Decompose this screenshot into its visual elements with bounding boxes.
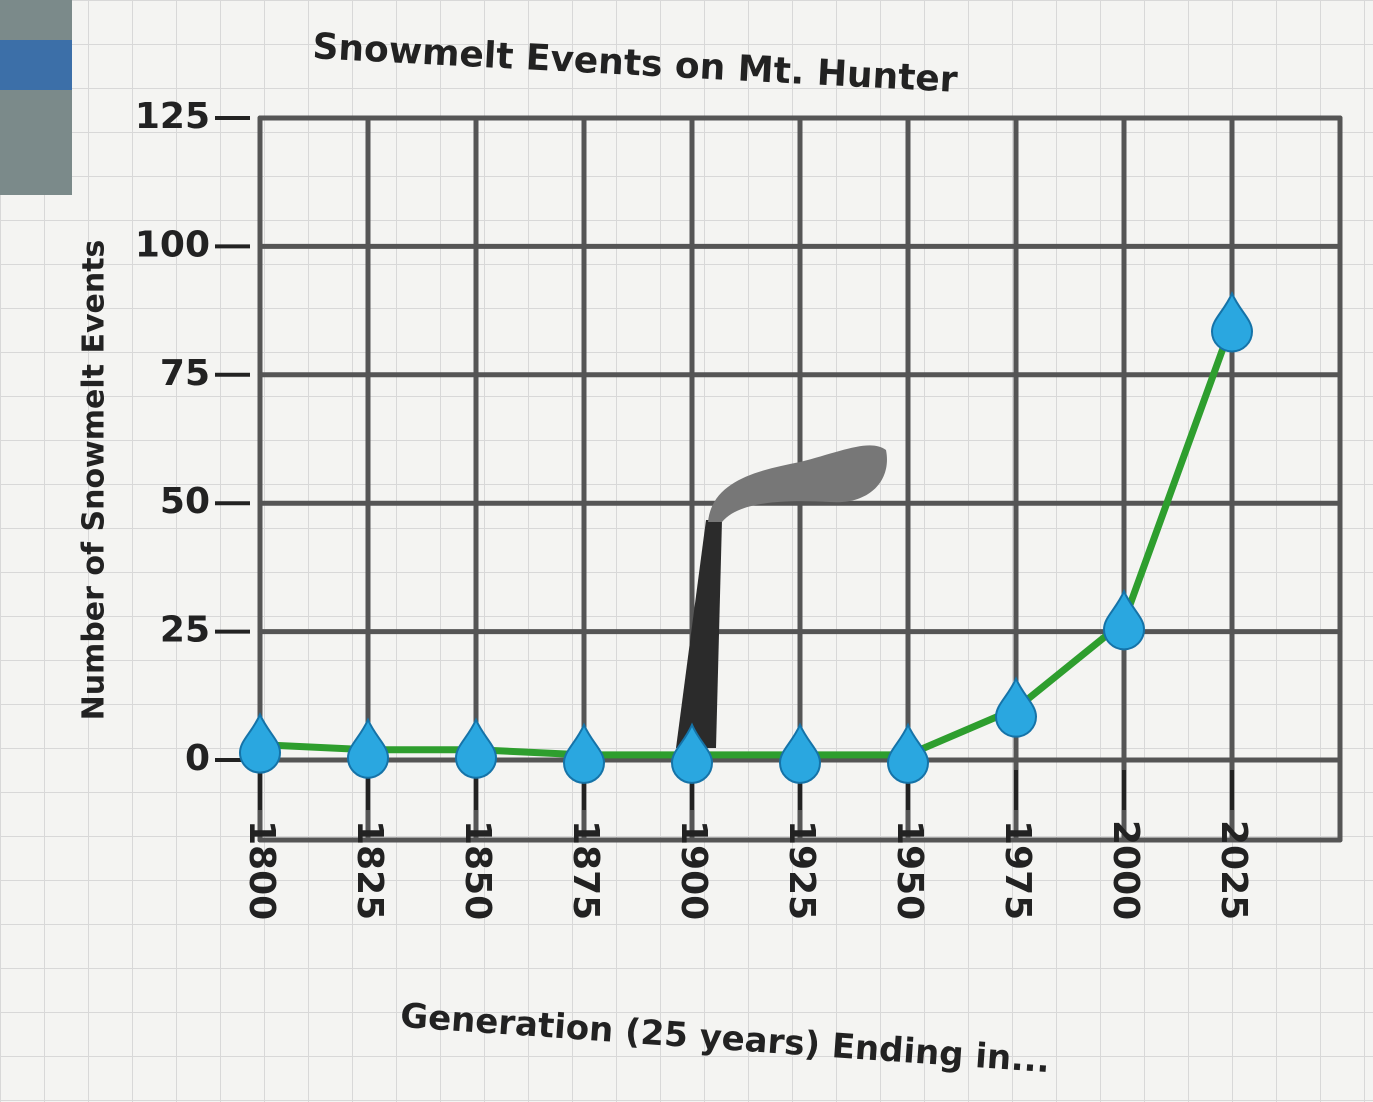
x-tick-label: 1950 xyxy=(889,820,930,920)
x-tick-label: 1850 xyxy=(457,820,498,920)
drop-marker xyxy=(1104,591,1144,649)
x-tick-label: 1900 xyxy=(673,820,714,920)
x-tick-label: 1875 xyxy=(565,820,606,920)
x-tick-label: 1800 xyxy=(241,820,282,920)
y-tick-label: 75 xyxy=(160,353,210,394)
x-tick-label: 2000 xyxy=(1105,820,1146,920)
photo-thumbnail xyxy=(0,0,72,195)
x-axis-label: Generation (25 years) Ending in... xyxy=(399,996,1051,1081)
data-line xyxy=(260,323,1232,754)
drop-marker xyxy=(564,725,604,783)
chart-title: Snowmelt Events on Mt. Hunter xyxy=(312,26,959,101)
smokestack-illustration xyxy=(676,445,887,748)
drop-marker xyxy=(1212,293,1252,351)
chart: Snowmelt Events on Mt. Hunter Number of … xyxy=(0,0,1373,1102)
y-tick-label: 125 xyxy=(135,96,210,137)
y-tick-label: 50 xyxy=(160,481,210,522)
y-tick-label: 100 xyxy=(135,224,210,265)
drop-marker xyxy=(780,725,820,783)
x-tick-label: 1825 xyxy=(349,820,390,920)
page: Snowmelt Events on Mt. Hunter Number of … xyxy=(0,0,1373,1102)
drop-marker xyxy=(348,720,388,778)
photo-thumbnail-band xyxy=(0,40,72,90)
drop-marker xyxy=(240,715,280,773)
x-tick-label: 1975 xyxy=(997,820,1038,920)
drop-marker xyxy=(888,725,928,783)
smoke xyxy=(708,445,887,522)
y-tick-label: 0 xyxy=(185,738,210,779)
y-axis-label: Number of Snowmelt Events xyxy=(77,240,112,721)
y-tick-label: 25 xyxy=(160,610,210,651)
x-tick-label: 1925 xyxy=(781,820,822,920)
drop-marker xyxy=(456,720,496,778)
drop-marker xyxy=(996,679,1036,737)
x-tick-label: 2025 xyxy=(1213,820,1254,920)
